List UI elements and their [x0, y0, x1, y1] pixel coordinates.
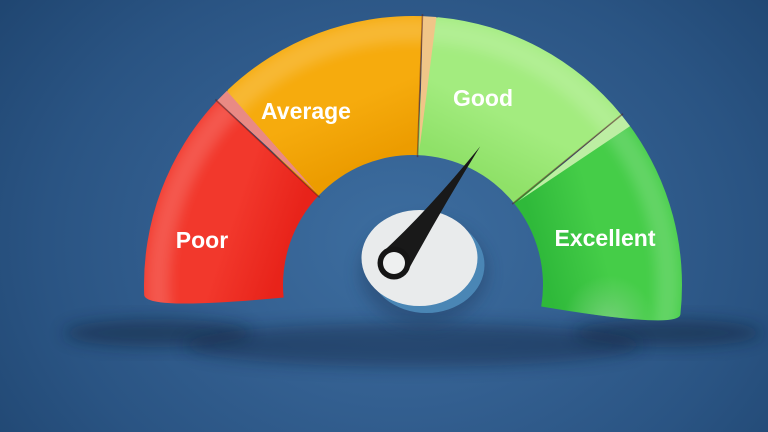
svg-text:Good: Good [453, 85, 513, 111]
svg-text:Average: Average [261, 98, 351, 124]
svg-text:Excellent: Excellent [555, 225, 656, 251]
svg-text:Poor: Poor [176, 227, 228, 253]
